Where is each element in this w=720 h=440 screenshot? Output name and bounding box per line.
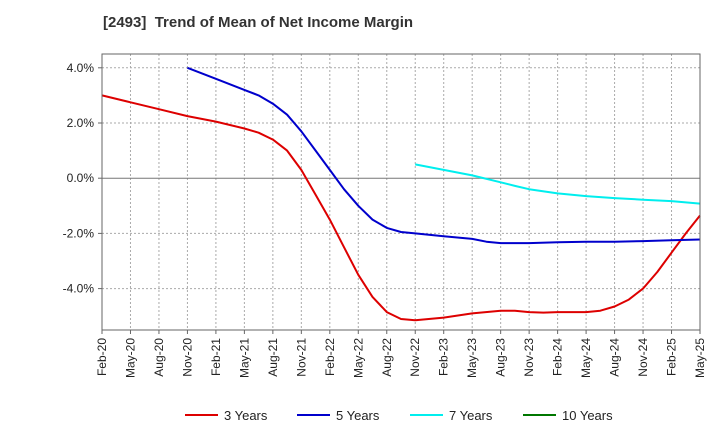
x-tick-label: Feb-21 — [209, 338, 223, 376]
x-tick-label: Feb-22 — [323, 338, 337, 376]
x-tick-label: May-23 — [465, 338, 479, 378]
x-tick-label: Aug-20 — [152, 338, 166, 377]
x-tick-label: May-22 — [351, 338, 365, 378]
x-tick-label: May-21 — [237, 338, 251, 378]
plot-area — [102, 54, 700, 330]
x-tick-label: May-25 — [693, 338, 707, 378]
x-tick-label: Aug-21 — [266, 338, 280, 377]
plot-frame — [101, 53, 701, 331]
y-tick-label: 4.0% — [67, 61, 95, 75]
x-tick-label: Nov-24 — [636, 338, 650, 377]
series-line-7-years — [415, 163, 701, 205]
x-tick-label: Aug-22 — [380, 338, 394, 377]
x-tick-label: May-20 — [123, 338, 137, 378]
x-tick-label: Feb-23 — [437, 338, 451, 376]
series-layer — [101, 66, 701, 322]
y-tick-label: 2.0% — [67, 116, 95, 130]
x-tick-label: Feb-24 — [551, 338, 565, 376]
legend-label: 3 Years — [224, 408, 268, 423]
x-tick-label: Aug-24 — [608, 338, 622, 377]
x-tick-label: Aug-23 — [494, 338, 508, 377]
series-line-3-years — [101, 94, 701, 322]
x-tick-label: Feb-25 — [665, 338, 679, 376]
legend-label: 5 Years — [336, 408, 380, 423]
x-tick-label: Nov-21 — [294, 338, 308, 377]
x-gridlines — [129, 54, 673, 330]
x-axis-ticks: Feb-20 May-20 Aug-20 Nov-20 Feb-21 May-21 Aug-… — [95, 330, 707, 378]
x-tick-label: Nov-22 — [408, 338, 422, 377]
y-tick-label: 0.0% — [67, 171, 95, 185]
x-tick-label: Feb-20 — [95, 338, 109, 376]
x-tick-label: Nov-20 — [180, 338, 194, 377]
legend-label: 10 Years — [562, 408, 613, 423]
y-tick-label: -2.0% — [63, 226, 95, 240]
series-line-5-years — [187, 66, 701, 245]
x-tick-label: Nov-23 — [522, 338, 536, 377]
x-tick-label: May-24 — [579, 338, 593, 378]
chart-title: [2493] Trend of Mean of Net Income Margi… — [103, 14, 414, 31]
y-axis-ticks: 4.0% 2.0% 0.0% -2.0% -4.0% — [63, 61, 102, 296]
legend-label: 7 Years — [449, 408, 493, 423]
y-tick-label: -4.0% — [63, 282, 95, 296]
legend: 3 Years 5 Years 7 Years 10 Years — [185, 408, 613, 423]
